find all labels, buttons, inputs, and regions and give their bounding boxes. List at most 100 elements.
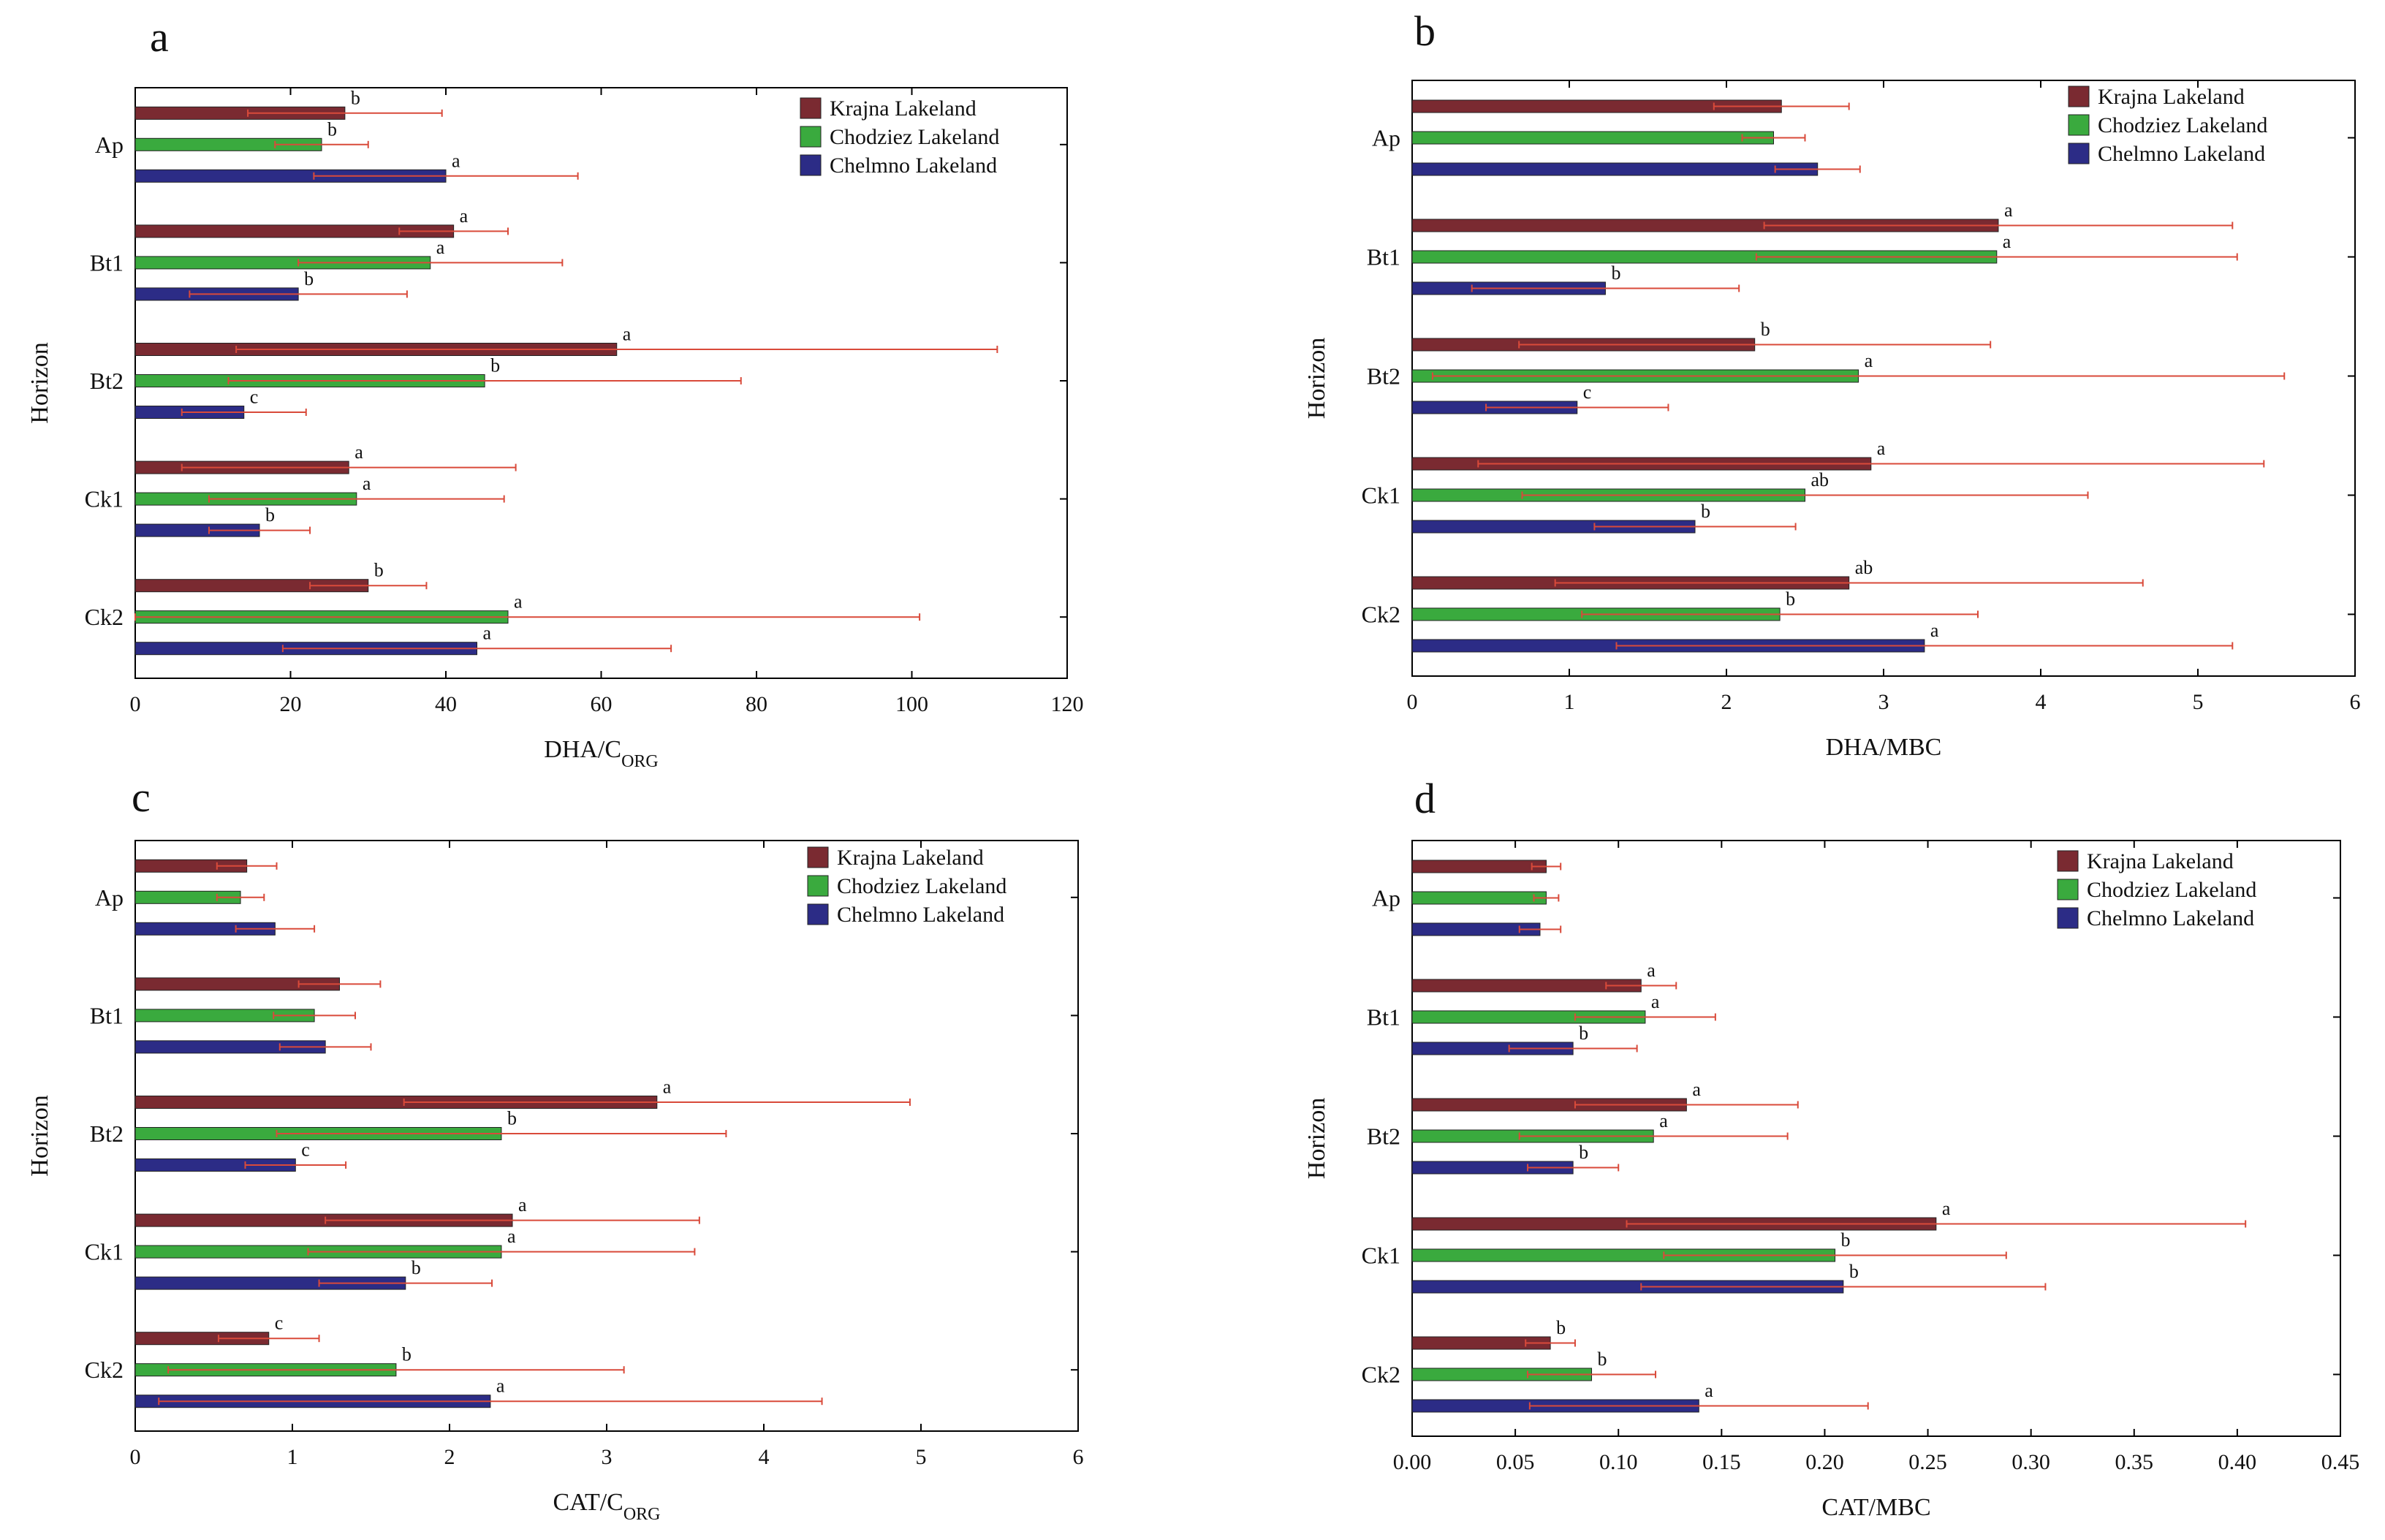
x-axis-title: CAT/CORG (553, 1489, 660, 1524)
x-tick-label: 6 (1073, 1445, 1084, 1469)
category-label: Ck1 (85, 486, 124, 512)
category-label: Bt1 (90, 249, 124, 276)
x-tick-label: 0.15 (1702, 1450, 1741, 1474)
significance-letter: b (351, 87, 360, 108)
significance-letter: a (1647, 960, 1656, 981)
significance-letter: b (490, 355, 500, 376)
legend-label: Chodziez Lakeland (2098, 113, 2267, 137)
significance-letter: a (1942, 1198, 1951, 1219)
category-label: Ck2 (1362, 1362, 1400, 1388)
panel-letter: a (150, 13, 169, 61)
legend-label: Chodziez Lakeland (837, 874, 1006, 898)
category-label: Ap (1372, 885, 1400, 911)
bar (1411, 162, 1819, 176)
significance-letter: a (483, 623, 492, 644)
x-tick-label: 1 (287, 1445, 298, 1469)
significance-letter: a (452, 150, 460, 171)
category-label: Bt2 (1367, 1123, 1400, 1150)
x-tick-label: 60 (591, 692, 613, 716)
significance-letter: a (1877, 438, 1886, 459)
x-tick-label: 4 (2036, 690, 2047, 714)
significance-letter: a (1865, 350, 1873, 371)
significance-letter: a (518, 1194, 527, 1215)
legend-swatch (2057, 879, 2079, 900)
legend-swatch (2068, 86, 2090, 107)
significance-letter: a (496, 1376, 505, 1397)
significance-letter: a (2003, 231, 2011, 252)
x-tick-label: 3 (602, 1445, 613, 1469)
significance-letter: a (2004, 200, 2013, 221)
category-label: Bt2 (1367, 363, 1400, 390)
significance-letter: b (1761, 319, 1770, 340)
legend-swatch (800, 126, 822, 148)
significance-letter: b (304, 268, 314, 289)
significance-letter: b (1579, 1142, 1588, 1163)
significance-letter: a (1692, 1079, 1701, 1100)
significance-letter: ab (1811, 469, 1829, 490)
category-label: Ck1 (1362, 482, 1400, 509)
legend-label: Chelmno Lakeland (830, 153, 997, 178)
legend-label: Krajna Lakeland (2087, 849, 2234, 873)
significance-letter: b (1786, 588, 1795, 610)
category-label: Ck2 (85, 1357, 124, 1383)
significance-letter: a (1930, 620, 1939, 641)
category-label: Ck1 (85, 1239, 124, 1265)
legend-swatch (807, 903, 829, 925)
x-tick-label: 0.00 (1393, 1450, 1432, 1474)
x-tick-label: 0 (1407, 690, 1418, 714)
x-tick-label: 1 (1564, 690, 1575, 714)
panel-letter: d (1414, 775, 1436, 822)
significance-letter: a (460, 205, 469, 227)
x-tick-label: 4 (759, 1445, 770, 1469)
significance-letter: a (1651, 991, 1660, 1012)
x-tick-label: 0.20 (1805, 1450, 1844, 1474)
significance-letter: b (1556, 1317, 1566, 1338)
x-tick-label: 2 (1721, 690, 1732, 714)
chart-panel-d: d 0.00 0.05 0.10 0.15 0.20 0.25 0.30 0.35 0.40 0.4… (1303, 775, 2359, 1521)
significance-letter: a (436, 237, 445, 258)
bar (1411, 891, 1547, 905)
y-axis-title: Horizon (1303, 338, 1330, 419)
legend-swatch (807, 846, 829, 868)
category-label: Ap (95, 884, 124, 911)
x-tick-label: 0.45 (2321, 1450, 2360, 1474)
significance-letter: a (507, 1226, 516, 1247)
chart-panel-b: b0 1 2 3 4 5 6DHA/MBCHorizonApBt1aabBt2bacCk1a… (1303, 7, 2361, 761)
category-label: Bt2 (90, 1120, 124, 1147)
x-tick-label: 2 (444, 1445, 455, 1469)
x-tick-label: 0.30 (2011, 1450, 2050, 1474)
significance-letter: b (1841, 1229, 1851, 1251)
chart-panel-a: a0 20 40 60 80 100 120DHA/CORGHorizonApbbaBt1a… (26, 13, 1084, 771)
significance-letter: a (514, 591, 523, 612)
x-tick-label: 6 (2350, 690, 2361, 714)
category-label: Ck2 (85, 604, 124, 630)
chart-panel-c: c0 1 2 3 4 5 6CAT/CORGHorizonApBt1Bt2abcCk1aab… (26, 773, 1084, 1524)
legend-label: Chodziez Lakeland (2087, 878, 2256, 902)
legend-swatch (800, 154, 822, 176)
legend-swatch (2068, 114, 2090, 136)
significance-letter: b (1598, 1349, 1607, 1370)
significance-letter: c (1583, 382, 1592, 403)
x-tick-label: 100 (895, 692, 928, 716)
significance-letter: b (265, 504, 275, 526)
x-axis-title: CAT/MBC (1821, 1494, 1930, 1521)
category-label: Ck1 (1362, 1243, 1400, 1269)
legend-label: Krajna Lakeland (830, 96, 977, 121)
x-tick-label: 5 (2193, 690, 2204, 714)
category-label: Bt1 (1367, 244, 1400, 270)
significance-letter: a (1705, 1380, 1713, 1401)
significance-letter: b (412, 1257, 421, 1278)
legend-label: Chelmno Lakeland (2087, 906, 2254, 930)
significance-letter: c (250, 387, 259, 408)
x-tick-label: 80 (746, 692, 767, 716)
y-axis-title: Horizon (26, 342, 53, 423)
legend-label: Chelmno Lakeland (2098, 142, 2265, 166)
legend-swatch (2068, 143, 2090, 164)
category-label: Bt1 (90, 1002, 124, 1028)
panel-letter: b (1414, 7, 1436, 55)
y-axis-title: Horizon (26, 1095, 53, 1176)
x-tick-label: 0.25 (1908, 1450, 1947, 1474)
y-axis-title: Horizon (1303, 1098, 1330, 1179)
x-tick-label: 3 (1878, 690, 1889, 714)
